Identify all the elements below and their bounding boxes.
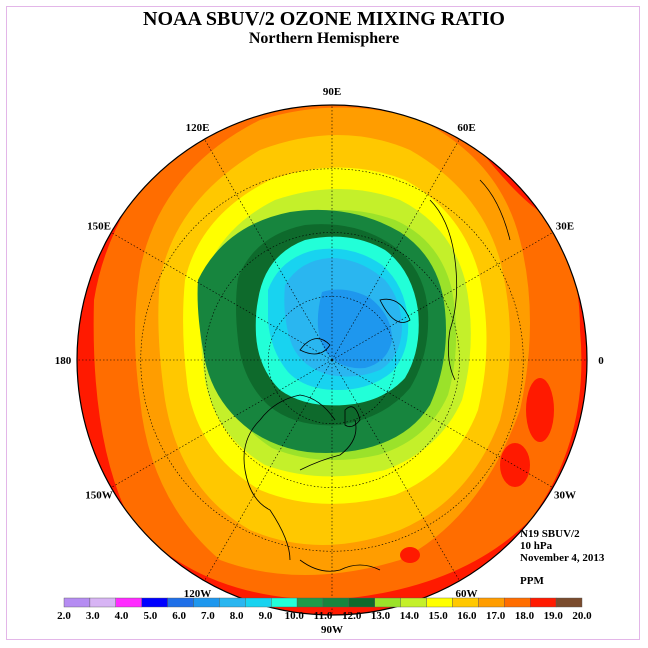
colorbar-swatch [219,597,246,608]
colorbar-swatch [400,597,427,608]
colorbar-swatch [115,597,142,608]
zone-red-patch-east [526,378,554,442]
map-boundary [76,104,588,616]
meridian-line [111,232,333,361]
colorbar-swatch [504,597,531,608]
colorbar-swatch [296,597,324,608]
colorbar-tick-label: 2.0 [57,610,71,622]
longitude-label: 0 [598,355,604,367]
zone-blue [317,289,392,369]
colorbar-tick-label: 7.0 [201,610,215,622]
colorbar-swatch [63,597,91,608]
colorbar-swatch [141,597,168,608]
colorbar-swatch [348,597,375,608]
longitude-label: 90W [321,624,343,636]
colorbar-tick-label: 13.0 [371,610,391,622]
colorbar-swatch [530,597,557,608]
colorbar-tick-label: 15.0 [428,610,448,622]
latitude-circle [140,168,524,552]
longitude-label: 90E [323,86,341,98]
colorbar-tick-label: 20.0 [572,610,592,622]
colorbar-swatch [374,597,401,608]
colorbar-tick-label: 14.0 [400,610,420,622]
zone-red-patch-south [500,443,530,487]
latitude-circle [204,232,460,488]
longitude-label: 120W [184,588,212,600]
colorbar-swatch [193,597,220,608]
colorbar-swatch [452,597,479,608]
colorbar-tick-label: 17.0 [486,610,506,622]
latitude-circle [267,295,397,425]
colorbar-tick-label: 16.0 [457,610,477,622]
colorbar-tick-label: 11.0 [314,610,333,622]
colorbar-swatch [426,597,453,608]
colorbar-swatch [245,597,272,608]
date-label: November 4, 2013 [520,552,605,564]
map-title: NOAA SBUV/2 OZONE MIXING RATIO [143,8,505,30]
colorbar-tick-label: 19.0 [544,610,564,622]
longitude-label: 30E [556,221,574,233]
longitude-label: 150E [87,221,111,233]
colorbar-tick-label: 12.0 [342,610,362,622]
ozone-field [77,105,587,615]
colorbar-tick-label: 5.0 [143,610,157,622]
colorbar-tick-label: 6.0 [172,610,186,622]
graticule [77,105,587,615]
unit-label: PPM [520,575,544,587]
colorbar-swatch [167,597,194,608]
instrument-label: N19 SBUV/2 [520,528,580,540]
meridian-line [331,232,553,361]
colorbar-swatch [89,597,117,608]
longitude-label: 180 [55,355,72,367]
colorbar-swatch [478,597,505,608]
longitude-label: 30W [554,490,576,502]
colorbar-tick-label: 4.0 [115,610,129,622]
longitude-label: 150W [85,490,113,502]
colorbar-tick-label: 18.0 [515,610,535,622]
coastlines [243,179,511,572]
image-frame [6,6,640,640]
longitude-label: 60E [457,122,475,134]
longitude-label: 60W [456,588,478,600]
colorbar-swatch [555,597,583,608]
meridian-line [204,139,333,361]
zone-red-patch-small [400,547,420,563]
colorbar-tick-label: 9.0 [259,610,273,622]
longitude-labels: 90E 60E 30E 0 30W 60W 90W 120W 150W 180 150E 120E [55,86,605,636]
pressure-level-label: 10 hPa [520,540,553,552]
map-subtitle: Northern Hemisphere [248,30,400,47]
colorbar-tick-label: 8.0 [230,610,244,622]
colorbar-swatch [271,597,298,608]
colorbar-tick-label: 10.0 [285,610,305,622]
longitude-label: 120E [186,122,210,134]
colorbar-tick-label: 3.0 [86,610,100,622]
meridian-line [331,139,460,361]
colorbar-swatch [322,597,350,608]
